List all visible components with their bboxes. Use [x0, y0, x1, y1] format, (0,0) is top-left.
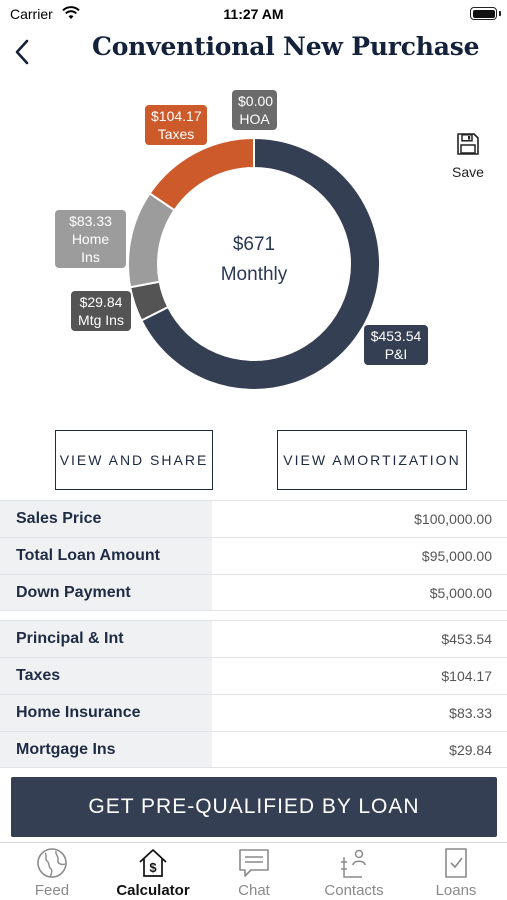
- tab-contacts[interactable]: Contacts: [304, 843, 404, 900]
- document-check-icon: [445, 848, 467, 878]
- callout-mtg-ins: $29.84 Mtg Ins: [71, 291, 131, 331]
- callout-mtg-ins-name: Mtg Ins: [78, 312, 124, 328]
- view-and-share-button[interactable]: VIEW AND SHARE: [55, 430, 213, 490]
- tab-label: Chat: [238, 882, 270, 899]
- row-value: $95,000.00: [421, 548, 492, 564]
- save-button[interactable]: Save: [448, 132, 488, 182]
- row-value: $453.54: [441, 631, 492, 647]
- table-row: Taxes $104.17: [0, 657, 507, 694]
- callout-mtg-ins-value: $29.84: [79, 294, 123, 310]
- table-row: Down Payment $5,000.00: [0, 574, 507, 611]
- floppy-disk-icon: [457, 133, 479, 155]
- donut-slice-taxes: [148, 136, 255, 212]
- chart-center-value: $671: [232, 234, 276, 255]
- callout-taxes-value: $104.17: [151, 108, 202, 124]
- back-button[interactable]: [8, 34, 36, 70]
- tab-loans[interactable]: Loans: [406, 843, 506, 900]
- battery-cap: [499, 11, 501, 16]
- loan-summary-table: Sales Price $100,000.00 Total Loan Amoun…: [0, 500, 507, 611]
- chart-center-label: Monthly: [220, 264, 288, 285]
- row-label: Mortgage Ins: [0, 732, 212, 767]
- donut-svg: [127, 136, 381, 391]
- row-label: Sales Price: [0, 501, 212, 537]
- page-title: Conventional New Purchase: [92, 32, 480, 61]
- get-pre-qualified-button[interactable]: GET PRE-QUALIFIED BY LOAN: [11, 777, 497, 837]
- callout-hoa: $0.00 HOA: [232, 90, 277, 130]
- row-label: Total Loan Amount: [0, 538, 212, 574]
- payment-breakdown-table: Principal & Int $453.54 Taxes $104.17 Ho…: [0, 620, 507, 768]
- save-label: Save: [452, 164, 484, 180]
- tab-bar: Feed $ Calculator Chat Contacts: [0, 842, 507, 900]
- table-row: Total Loan Amount $95,000.00: [0, 537, 507, 574]
- tab-label: Calculator: [116, 882, 190, 899]
- row-value: $29.84: [449, 741, 492, 758]
- globe-icon: [37, 848, 67, 878]
- callout-taxes-name: Taxes: [157, 126, 195, 142]
- callout-pi-value: $453.54: [370, 328, 422, 344]
- wifi-icon: [62, 6, 80, 19]
- carrier-label: Carrier: [10, 6, 53, 22]
- row-label: Taxes: [0, 658, 212, 694]
- view-amortization-button[interactable]: VIEW AMORTIZATION: [277, 430, 467, 490]
- battery-icon: [470, 7, 497, 20]
- callout-pi: $453.54 P&I: [364, 325, 428, 365]
- row-value: $83.33: [449, 705, 492, 721]
- table-row: Mortgage Ins $29.84: [0, 731, 507, 768]
- tab-calculator[interactable]: $ Calculator: [103, 843, 203, 900]
- row-value: $104.17: [441, 668, 492, 684]
- tab-chat[interactable]: Chat: [204, 843, 304, 900]
- donut-slice-p-i: [140, 136, 381, 391]
- table-row: Principal & Int $453.54: [0, 620, 507, 657]
- chat-bubble-icon: [239, 849, 269, 877]
- callout-home-ins: $83.33 Home Ins: [55, 210, 126, 268]
- callout-taxes: $104.17 Taxes: [145, 105, 207, 145]
- donut-slice-home-ins: [127, 191, 176, 289]
- payment-donut-chart: $671 Monthly $0.00 HOA $104.17 Taxes $83…: [0, 82, 507, 412]
- tab-label: Contacts: [324, 882, 384, 899]
- callout-home-ins-name: Home Ins: [71, 231, 110, 265]
- row-label: Down Payment: [0, 575, 212, 610]
- tab-feed[interactable]: Feed: [2, 843, 102, 900]
- callout-hoa-name: HOA: [239, 111, 270, 127]
- status-time: 11:27 AM: [223, 6, 284, 22]
- callout-pi-name: P&I: [384, 346, 408, 362]
- status-bar: Carrier 11:27 AM: [0, 0, 507, 28]
- row-label: Principal & Int: [0, 621, 212, 657]
- row-value: $100,000.00: [414, 511, 492, 527]
- svg-text:$: $: [149, 860, 157, 875]
- table-row: Sales Price $100,000.00: [0, 500, 507, 537]
- row-label: Home Insurance: [0, 695, 212, 731]
- chevron-left-icon: [15, 39, 29, 65]
- row-value: $5,000.00: [429, 584, 492, 601]
- tab-label: Loans: [435, 882, 477, 899]
- table-row: Home Insurance $83.33: [0, 694, 507, 731]
- contacts-icon: [341, 849, 366, 878]
- dollar-house-icon: $: [139, 849, 167, 877]
- callout-hoa-value: $0.00: [238, 93, 274, 109]
- callout-home-ins-value: $83.33: [69, 213, 112, 229]
- tab-label: Feed: [34, 882, 70, 899]
